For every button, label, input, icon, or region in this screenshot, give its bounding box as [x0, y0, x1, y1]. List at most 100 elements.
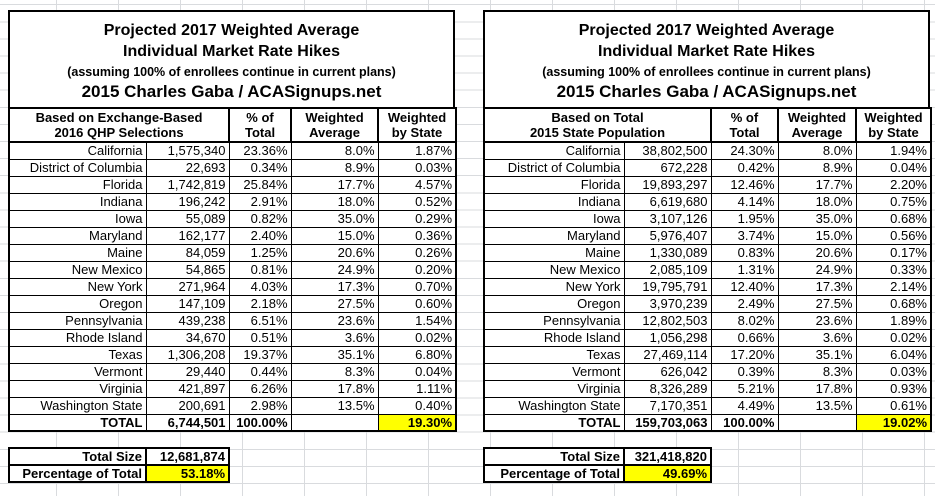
percentage-value-cell[interactable]: 53.18% — [145, 464, 230, 483]
state-name-cell[interactable]: District of Columbia — [483, 158, 625, 177]
data-cell[interactable]: 8.0% — [777, 141, 857, 160]
state-name-cell[interactable]: New York — [8, 277, 147, 296]
total-size-label-cell[interactable]: Total Size — [8, 447, 147, 466]
data-cell[interactable]: 0.60% — [377, 294, 457, 313]
state-name-cell[interactable]: Pennsylvania — [8, 311, 147, 330]
data-cell[interactable]: 200,691 — [145, 396, 230, 415]
data-cell[interactable]: 1,306,208 — [145, 345, 230, 364]
total-size-value-cell[interactable]: 12,681,874 — [145, 447, 230, 466]
data-cell[interactable]: 0.68% — [855, 209, 932, 228]
data-cell[interactable]: 4.14% — [710, 192, 779, 211]
data-cell[interactable]: 0.36% — [377, 226, 457, 245]
data-cell[interactable]: 17.3% — [777, 277, 857, 296]
data-cell[interactable]: 196,242 — [145, 192, 230, 211]
data-cell[interactable]: 1,575,340 — [145, 141, 230, 160]
data-cell[interactable]: 12,802,503 — [623, 311, 712, 330]
total-size-value-cell[interactable]: 321,418,820 — [623, 447, 712, 466]
state-name-cell[interactable]: Vermont — [483, 362, 625, 381]
data-cell[interactable]: 35.1% — [777, 345, 857, 364]
data-cell[interactable]: 27.5% — [290, 294, 379, 313]
data-cell[interactable]: 34,670 — [145, 328, 230, 347]
data-cell[interactable]: 35.1% — [290, 345, 379, 364]
data-cell[interactable]: 3.74% — [710, 226, 779, 245]
data-cell[interactable]: 439,238 — [145, 311, 230, 330]
state-name-cell[interactable]: Vermont — [8, 362, 147, 381]
data-cell[interactable]: 162,177 — [145, 226, 230, 245]
data-cell[interactable]: 6.51% — [228, 311, 292, 330]
state-name-cell[interactable]: Washington State — [483, 396, 625, 415]
data-cell[interactable]: 55,089 — [145, 209, 230, 228]
data-cell[interactable]: 1.87% — [377, 141, 457, 160]
data-cell[interactable]: 19,795,791 — [623, 277, 712, 296]
data-cell[interactable]: 15.0% — [290, 226, 379, 245]
total-wstate-cell[interactable]: 19.02% — [855, 413, 932, 432]
right-title-block[interactable]: Projected 2017 Weighted Average Individu… — [483, 10, 930, 107]
data-cell[interactable]: 2.91% — [228, 192, 292, 211]
data-cell[interactable]: 20.6% — [777, 243, 857, 262]
data-cell[interactable]: 23.36% — [228, 141, 292, 160]
data-cell[interactable]: 1,056,298 — [623, 328, 712, 347]
data-cell[interactable]: 17.8% — [777, 379, 857, 398]
state-name-cell[interactable]: Florida — [483, 175, 625, 194]
state-name-cell[interactable]: Pennsylvania — [483, 311, 625, 330]
data-cell[interactable]: 12.40% — [710, 277, 779, 296]
data-cell[interactable]: 8.3% — [777, 362, 857, 381]
data-cell[interactable]: 24.9% — [777, 260, 857, 279]
data-cell[interactable]: 13.5% — [777, 396, 857, 415]
total-label-cell[interactable]: TOTAL — [8, 413, 147, 432]
total-pct-cell[interactable]: 100.00% — [228, 413, 292, 432]
data-cell[interactable]: 25.84% — [228, 175, 292, 194]
data-cell[interactable]: 17.3% — [290, 277, 379, 296]
data-cell[interactable]: 421,897 — [145, 379, 230, 398]
data-cell[interactable]: 6.04% — [855, 345, 932, 364]
percentage-label-cell[interactable]: Percentage of Total — [8, 464, 147, 483]
weighted-average-header-cell[interactable]: Weighted Average — [777, 107, 857, 143]
data-cell[interactable]: 2.40% — [228, 226, 292, 245]
pct-of-total-header-cell[interactable]: % of Total — [228, 107, 293, 143]
data-cell[interactable]: 8.3% — [290, 362, 379, 381]
data-cell[interactable]: 22,693 — [145, 158, 230, 177]
data-cell[interactable]: 0.70% — [377, 277, 457, 296]
state-name-cell[interactable]: Florida — [8, 175, 147, 194]
data-cell[interactable]: 0.29% — [377, 209, 457, 228]
data-cell[interactable]: 1.54% — [377, 311, 457, 330]
data-cell[interactable]: 15.0% — [777, 226, 857, 245]
total-label-cell[interactable]: TOTAL — [483, 413, 625, 432]
data-cell[interactable]: 0.51% — [228, 328, 292, 347]
data-cell[interactable]: 17.20% — [710, 345, 779, 364]
data-cell[interactable]: 1.31% — [710, 260, 779, 279]
data-cell[interactable]: 2.20% — [855, 175, 932, 194]
state-name-cell[interactable]: New Mexico — [8, 260, 147, 279]
data-cell[interactable]: 0.75% — [855, 192, 932, 211]
left-title-block[interactable]: Projected 2017 Weighted Average Individu… — [8, 10, 455, 107]
data-cell[interactable]: 0.52% — [377, 192, 457, 211]
data-cell[interactable]: 147,109 — [145, 294, 230, 313]
data-cell[interactable]: 27,469,114 — [623, 345, 712, 364]
percentage-value-cell[interactable]: 49.69% — [623, 464, 712, 483]
data-cell[interactable]: 672,228 — [623, 158, 712, 177]
data-cell[interactable]: 38,802,500 — [623, 141, 712, 160]
data-cell[interactable]: 0.20% — [377, 260, 457, 279]
data-cell[interactable]: 3,970,239 — [623, 294, 712, 313]
data-cell[interactable]: 0.68% — [855, 294, 932, 313]
data-cell[interactable]: 3,107,126 — [623, 209, 712, 228]
data-cell[interactable]: 1.11% — [377, 379, 457, 398]
data-cell[interactable]: 17.8% — [290, 379, 379, 398]
data-cell[interactable]: 8.0% — [290, 141, 379, 160]
data-cell[interactable]: 27.5% — [777, 294, 857, 313]
data-cell[interactable]: 0.26% — [377, 243, 457, 262]
data-cell[interactable]: 0.61% — [855, 396, 932, 415]
basis-header-cell[interactable]: Based on Exchange-Based 2016 QHP Selecti… — [7, 107, 231, 143]
weighted-average-header-cell[interactable]: Weighted Average — [290, 107, 380, 143]
total-value-cell[interactable]: 159,703,063 — [623, 413, 712, 432]
state-name-cell[interactable]: Rhode Island — [483, 328, 625, 347]
data-cell[interactable]: 24.9% — [290, 260, 379, 279]
state-name-cell[interactable]: Texas — [483, 345, 625, 364]
data-cell[interactable]: 0.02% — [377, 328, 457, 347]
data-cell[interactable]: 6.26% — [228, 379, 292, 398]
data-cell[interactable]: 18.0% — [777, 192, 857, 211]
state-name-cell[interactable]: Iowa — [8, 209, 147, 228]
data-cell[interactable]: 5,976,407 — [623, 226, 712, 245]
data-cell[interactable]: 3.6% — [290, 328, 379, 347]
data-cell[interactable]: 3.6% — [777, 328, 857, 347]
